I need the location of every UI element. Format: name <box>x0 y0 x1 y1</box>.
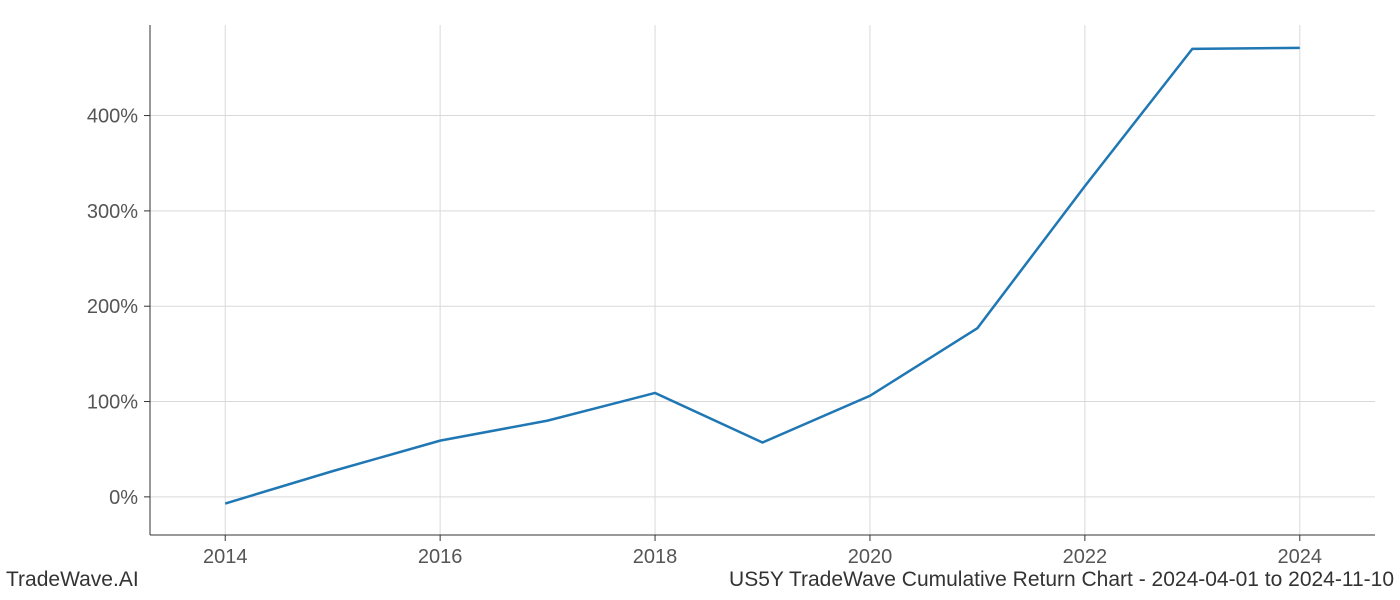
x-tick-label: 2018 <box>633 546 678 568</box>
y-tick-label: 400% <box>87 106 138 128</box>
y-tick-label: 100% <box>87 392 138 414</box>
x-tick-label: 2022 <box>1063 546 1108 568</box>
line-chart: 2014 2016 2018 2020 2022 2024 0% 100% 200% 300% 40… <box>0 0 1400 600</box>
y-tick-label: 300% <box>87 201 138 223</box>
chart-container: 2014 2016 2018 2020 2022 2024 0% 100% 200% 300% 40… <box>0 0 1400 600</box>
x-tick-label: 2024 <box>1278 546 1323 568</box>
footer-caption: US5Y TradeWave Cumulative Return Chart -… <box>729 568 1394 592</box>
x-tick-label: 2020 <box>848 546 893 568</box>
y-tick-label: 200% <box>87 296 138 318</box>
x-tick-label: 2016 <box>418 546 463 568</box>
y-tick-label: 0% <box>109 487 138 509</box>
x-tick-label: 2014 <box>203 546 248 568</box>
footer-brand: TradeWave.AI <box>6 568 139 592</box>
return-line <box>225 48 1300 504</box>
